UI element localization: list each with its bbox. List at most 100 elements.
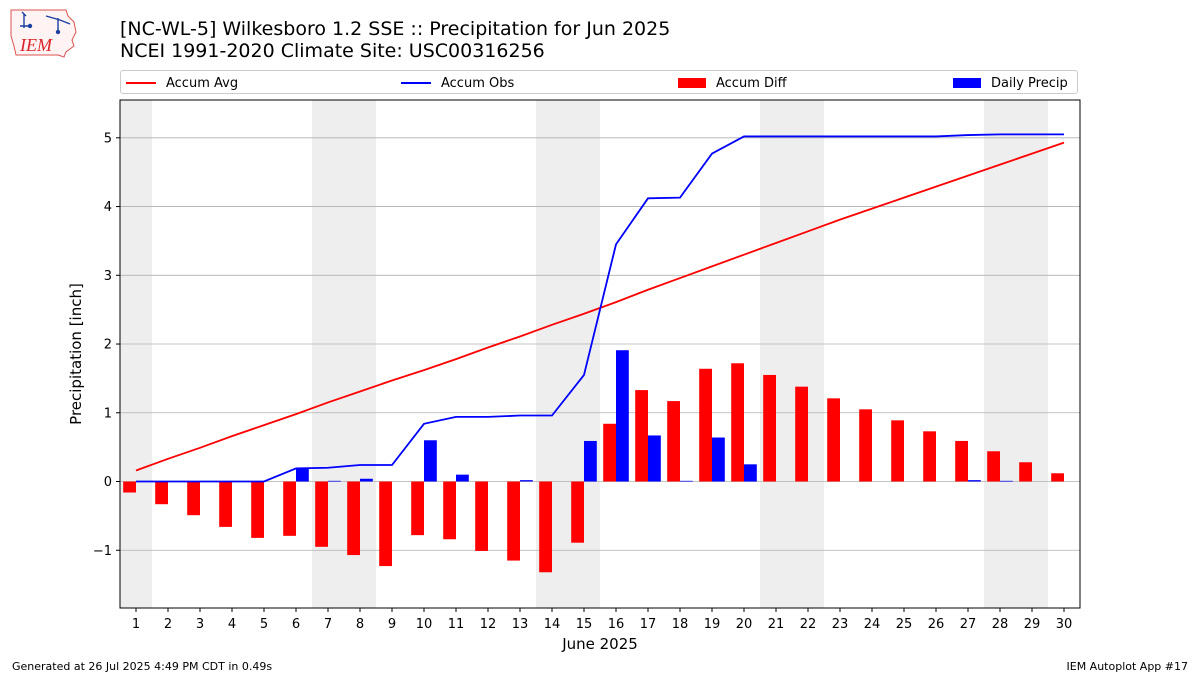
y-tick-label: 4	[104, 200, 112, 215]
y-tick-label: 3	[104, 269, 112, 284]
y-tick-label: 5	[104, 131, 112, 146]
bar-accum-diff	[859, 409, 872, 482]
x-tick-label: 10	[416, 617, 433, 632]
iem-logo: IEM	[10, 9, 77, 58]
x-tick-label: 20	[736, 617, 753, 632]
x-tick-label: 17	[640, 617, 657, 632]
bar-accum-diff	[571, 481, 584, 543]
x-tick-label: 25	[896, 617, 913, 632]
legend-swatch-daily-precip	[953, 78, 981, 88]
bar-daily-precip	[680, 480, 693, 482]
legend-label-daily-precip: Daily Precip	[991, 75, 1068, 91]
chart-title: [NC-WL-5] Wilkesboro 1.2 SSE :: Precipit…	[120, 18, 671, 40]
x-tick-label: 22	[800, 617, 817, 632]
x-tick-label: 9	[388, 617, 396, 632]
bar-daily-precip	[360, 478, 373, 482]
bar-accum-diff	[1051, 473, 1064, 482]
x-tick-label: 19	[704, 617, 721, 632]
bar-accum-diff	[283, 481, 296, 536]
x-tick-label: 11	[448, 617, 465, 632]
bar-accum-diff	[315, 481, 328, 547]
legend-label-accum-diff: Accum Diff	[716, 75, 787, 91]
x-tick-label: 27	[960, 617, 977, 632]
bar-daily-precip	[328, 480, 341, 482]
legend-item-daily-precip: Daily Precip	[953, 74, 1068, 92]
x-tick-label: 12	[480, 617, 497, 632]
bar-accum-diff	[635, 390, 648, 482]
bar-accum-diff	[187, 481, 200, 516]
bar-daily-precip	[744, 464, 757, 482]
bar-accum-diff	[379, 481, 392, 567]
bar-accum-diff	[155, 481, 168, 505]
x-tick-label: 3	[196, 617, 204, 632]
y-tick-label: 2	[104, 338, 112, 353]
x-tick-label: 2	[164, 617, 172, 632]
line-accum-obs	[136, 133, 1064, 483]
x-tick-label: 28	[992, 617, 1009, 632]
bar-accum-diff	[731, 363, 744, 482]
bar-accum-diff	[123, 481, 136, 493]
bar-daily-precip	[424, 440, 437, 482]
plot-frame	[119, 99, 1081, 609]
x-tick-label: 23	[832, 617, 849, 632]
weather-station-icon	[20, 11, 71, 32]
footer-generated-text: Generated at 26 Jul 2025 4:49 PM CDT in …	[12, 660, 273, 673]
bar-accum-diff	[923, 431, 936, 482]
bar-accum-diff	[891, 420, 904, 482]
x-tick-label: 21	[768, 617, 785, 632]
logo-text: IEM	[19, 35, 53, 55]
x-tick-label: 1	[132, 617, 140, 632]
bar-daily-precip	[520, 480, 533, 482]
legend-label-accum-avg: Accum Avg	[166, 75, 239, 91]
bar-accum-diff	[987, 451, 1000, 482]
bar-daily-precip	[584, 440, 597, 482]
legend-label-accum-obs: Accum Obs	[441, 75, 515, 91]
x-tick-label: 14	[544, 617, 561, 632]
x-tick-label: 26	[928, 617, 945, 632]
x-tick-label: 16	[608, 617, 625, 632]
bar-accum-diff	[603, 423, 616, 482]
bar-accum-diff	[699, 368, 712, 482]
bar-accum-diff	[411, 481, 424, 536]
y-axis-label: Precipitation [inch]	[67, 283, 85, 425]
x-tick-label: 15	[576, 617, 593, 632]
x-tick-label: 4	[228, 617, 236, 632]
sensor-dot-icon	[55, 29, 61, 35]
bar-accum-diff	[251, 481, 264, 538]
sensor-dot-icon	[27, 23, 33, 29]
legend-swatch-accum-obs	[401, 82, 431, 84]
bar-accum-diff	[1019, 462, 1032, 482]
bar-daily-precip	[616, 350, 629, 482]
bar-accum-diff	[795, 386, 808, 482]
iowa-outline-icon	[10, 9, 77, 58]
bar-accum-diff	[763, 374, 776, 482]
x-tick-label: 6	[292, 617, 300, 632]
x-tick-label: 8	[356, 617, 364, 632]
legend-item-accum-obs: Accum Obs	[401, 74, 514, 92]
y-tick-label: 0	[104, 475, 112, 490]
chart-subtitle: NCEI 1991-2020 Climate Site: USC00316256	[120, 40, 545, 62]
weekend-shade	[120, 100, 152, 608]
x-tick-label: 18	[672, 617, 689, 632]
legend-item-accum-diff: Accum Diff	[678, 74, 787, 92]
weekend-shade	[760, 100, 824, 608]
y-tick-label: −1	[93, 544, 112, 559]
x-axis-label: June 2025	[561, 635, 638, 653]
bar-daily-precip	[712, 437, 725, 482]
bar-accum-diff	[219, 481, 232, 527]
bar-accum-diff	[539, 481, 552, 573]
bar-accum-diff	[347, 481, 360, 556]
y-tick-label: 1	[104, 406, 112, 421]
x-tick-label: 24	[864, 617, 881, 632]
x-tick-label: 5	[260, 617, 268, 632]
x-tick-label: 7	[324, 617, 332, 632]
legend-swatch-accum-avg	[126, 82, 156, 84]
bar-daily-precip	[968, 480, 981, 482]
x-tick-label: 30	[1056, 617, 1073, 632]
bar-daily-precip	[1000, 480, 1013, 482]
bar-accum-diff	[507, 481, 520, 561]
bar-accum-diff	[667, 401, 680, 482]
bar-accum-diff	[955, 440, 968, 482]
weekend-shade	[984, 100, 1048, 608]
